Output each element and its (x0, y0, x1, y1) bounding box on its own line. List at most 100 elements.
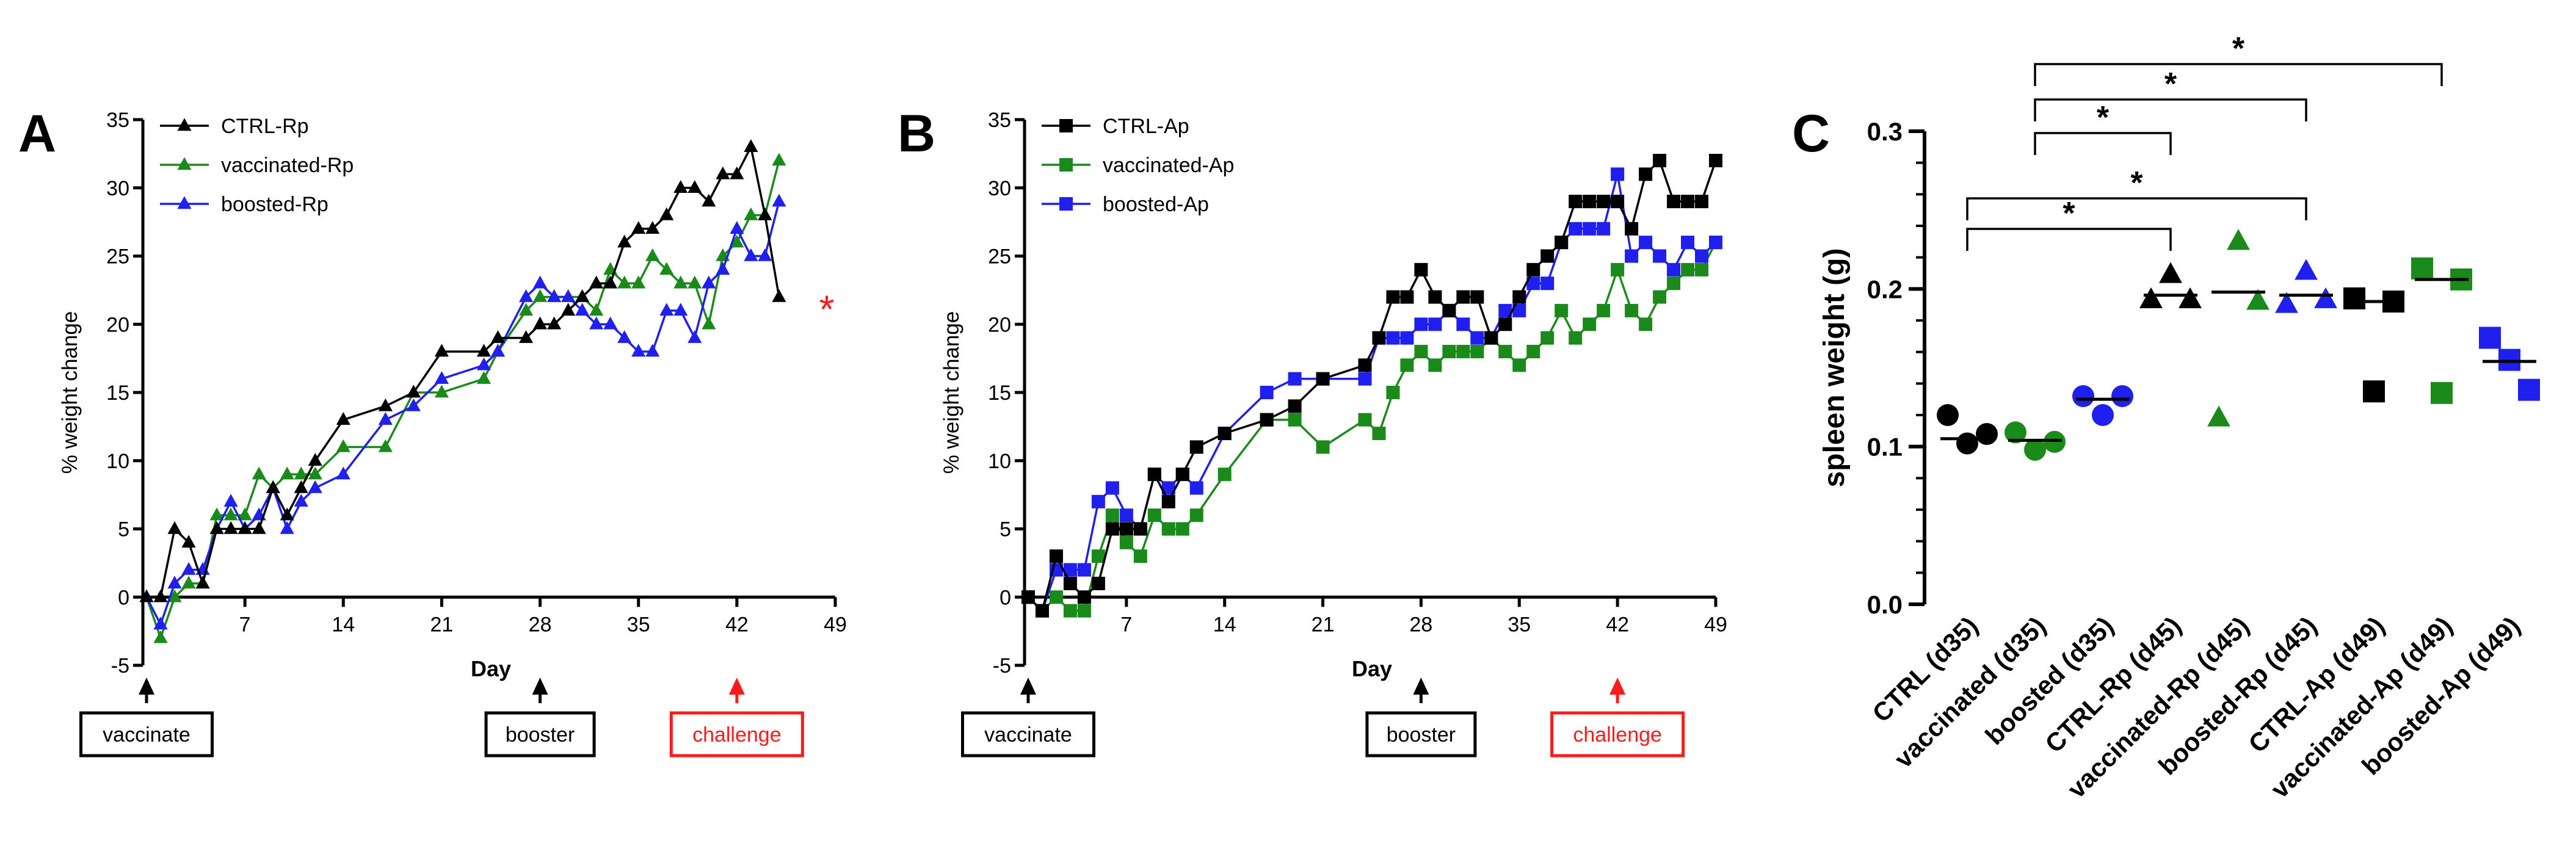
data-point-ctrl-ap-d49 (2343, 287, 2365, 309)
data-point-boosted-ap (1456, 317, 1470, 331)
data-point-boosted-ap (1091, 494, 1105, 508)
data-point-boosted-rp (575, 303, 590, 316)
data-point-vaccinated-ap (1611, 262, 1625, 277)
data-point-boosted-rp (688, 330, 702, 343)
significance-star: * (2130, 165, 2143, 201)
legend-label-boosted-ap: boosted-Ap (1103, 193, 1209, 216)
data-point-ctrl-ap (1217, 427, 1232, 441)
data-point-ctrl-ap (1667, 195, 1681, 209)
data-point-boosted-rp (631, 344, 646, 357)
y-tick-label: 0 (118, 586, 129, 609)
data-point-ctrl-rp (195, 576, 210, 589)
x-tick-label: 35 (627, 613, 650, 636)
x-tick-label: 35 (1508, 613, 1531, 636)
data-point-ctrl-ap (1695, 195, 1709, 209)
data-point-vaccinated-rp-d45 (2207, 405, 2230, 427)
data-point-boosted-ap (1512, 303, 1526, 317)
data-point-ctrl-rp (533, 316, 548, 330)
data-point-ctrl-rp (167, 521, 182, 534)
data-point-ctrl-ap (1639, 167, 1653, 181)
x-axis-label: Day (1352, 656, 1392, 681)
data-point-boosted-rp (744, 248, 758, 261)
data-point-boosted-ap (1077, 563, 1091, 577)
event-arrow-head-challenge (728, 678, 745, 695)
y-tick-label: 25 (988, 245, 1011, 269)
event-arrow-head-vaccinate (139, 678, 154, 695)
data-point-ctrl-ap (1442, 303, 1456, 317)
significance-bracket (1966, 228, 2172, 251)
y-tick-label: 0 (1000, 586, 1011, 609)
y-tick-label: 35 (106, 109, 129, 132)
y-tick-label: 0.2 (1867, 275, 1903, 303)
data-point-vaccinated-ap (1288, 413, 1302, 427)
data-point-ctrl-ap (1526, 262, 1540, 277)
data-point-ctrl-ap (1147, 468, 1161, 482)
event-box-challenge (1550, 711, 1685, 757)
data-point-vaccinated-ap (1583, 317, 1597, 331)
legend-marker-vaccinated-ap (1059, 158, 1073, 172)
y-tick-label: 5 (118, 518, 129, 541)
y-tick-label: 30 (106, 177, 129, 200)
x-tick-label: 14 (1213, 613, 1236, 636)
data-point-boosted-ap (1625, 249, 1639, 263)
data-point-boosted-rp (533, 275, 548, 289)
data-point-ctrl-ap (1119, 522, 1133, 536)
data-point-ctrl-rp (575, 289, 590, 302)
data-point-ctrl-rp-d45 (2139, 287, 2163, 308)
data-point-ctrl-d35 (1956, 432, 1978, 455)
event-box-vaccinate (79, 711, 214, 757)
data-point-boosted-rp (476, 357, 492, 371)
data-point-boosted-ap (1288, 372, 1302, 386)
data-point-boosted-rp (378, 412, 393, 425)
data-point-vaccinated-ap (1400, 358, 1414, 372)
y-tick-label: 15 (988, 381, 1011, 405)
data-point-vaccinated-ap (1091, 549, 1105, 563)
y-tick-label: 20 (988, 313, 1011, 336)
data-point-boosted-ap (1386, 331, 1400, 345)
data-point-vaccinated-ap (1498, 344, 1512, 358)
data-point-boosted-ap (1400, 331, 1414, 345)
data-point-ctrl-ap (1077, 590, 1091, 604)
data-point-ctrl-ap (1386, 290, 1400, 304)
data-point-ctrl-ap (1470, 290, 1484, 304)
data-point-ctrl-ap (1428, 290, 1442, 304)
data-point-ctrl-rp (561, 303, 576, 316)
data-point-ctrl-ap (1021, 590, 1035, 604)
data-point-boosted-rp (490, 344, 506, 357)
data-point-vaccinated-ap (1512, 358, 1526, 372)
y-tick-label: 0.3 (1867, 117, 1903, 146)
event-label-booster: booster (506, 723, 575, 747)
x-tick-label: 42 (725, 613, 749, 636)
data-point-boosted-ap-d49 (2518, 378, 2540, 401)
data-point-ctrl-rp (294, 480, 308, 493)
event-arrow-head-booster (1413, 678, 1429, 695)
data-point-boosted-ap (1667, 262, 1681, 277)
data-point-vaccinated-rp (772, 153, 786, 166)
data-point-ctrl-ap (1484, 331, 1498, 345)
data-point-vaccinated-ap (1625, 303, 1639, 317)
data-point-boosted-rp (406, 398, 421, 411)
data-point-vaccinated-ap (1189, 508, 1203, 522)
y-tick-label: 10 (988, 450, 1011, 473)
data-point-boosted-d35 (2111, 385, 2133, 407)
data-point-boosted-rp (758, 248, 772, 261)
x-tick-label: 28 (1410, 613, 1433, 636)
x-axis-label: Day (471, 656, 511, 681)
data-point-vaccinated-ap (1386, 386, 1400, 399)
significance-star: * (2063, 196, 2075, 231)
data-point-ctrl-rp (238, 521, 252, 534)
data-point-boosted-ap-d49 (2498, 349, 2520, 371)
data-point-boosted-ap (1583, 222, 1597, 236)
data-point-ctrl-ap (1175, 468, 1189, 482)
data-point-boosted-ap (1569, 222, 1583, 236)
panel-label-b: B (898, 104, 935, 163)
data-point-ctrl-ap (1105, 522, 1119, 536)
y-axis-label: % weight change (58, 311, 82, 474)
data-point-vaccinated-ap (1639, 317, 1653, 331)
data-point-ctrl-rp (603, 275, 618, 289)
data-point-vaccinated-rp (308, 466, 322, 480)
significance-star: * (2097, 100, 2110, 136)
data-point-boosted-rp (702, 275, 716, 289)
data-point-ctrl-rp (476, 344, 492, 357)
